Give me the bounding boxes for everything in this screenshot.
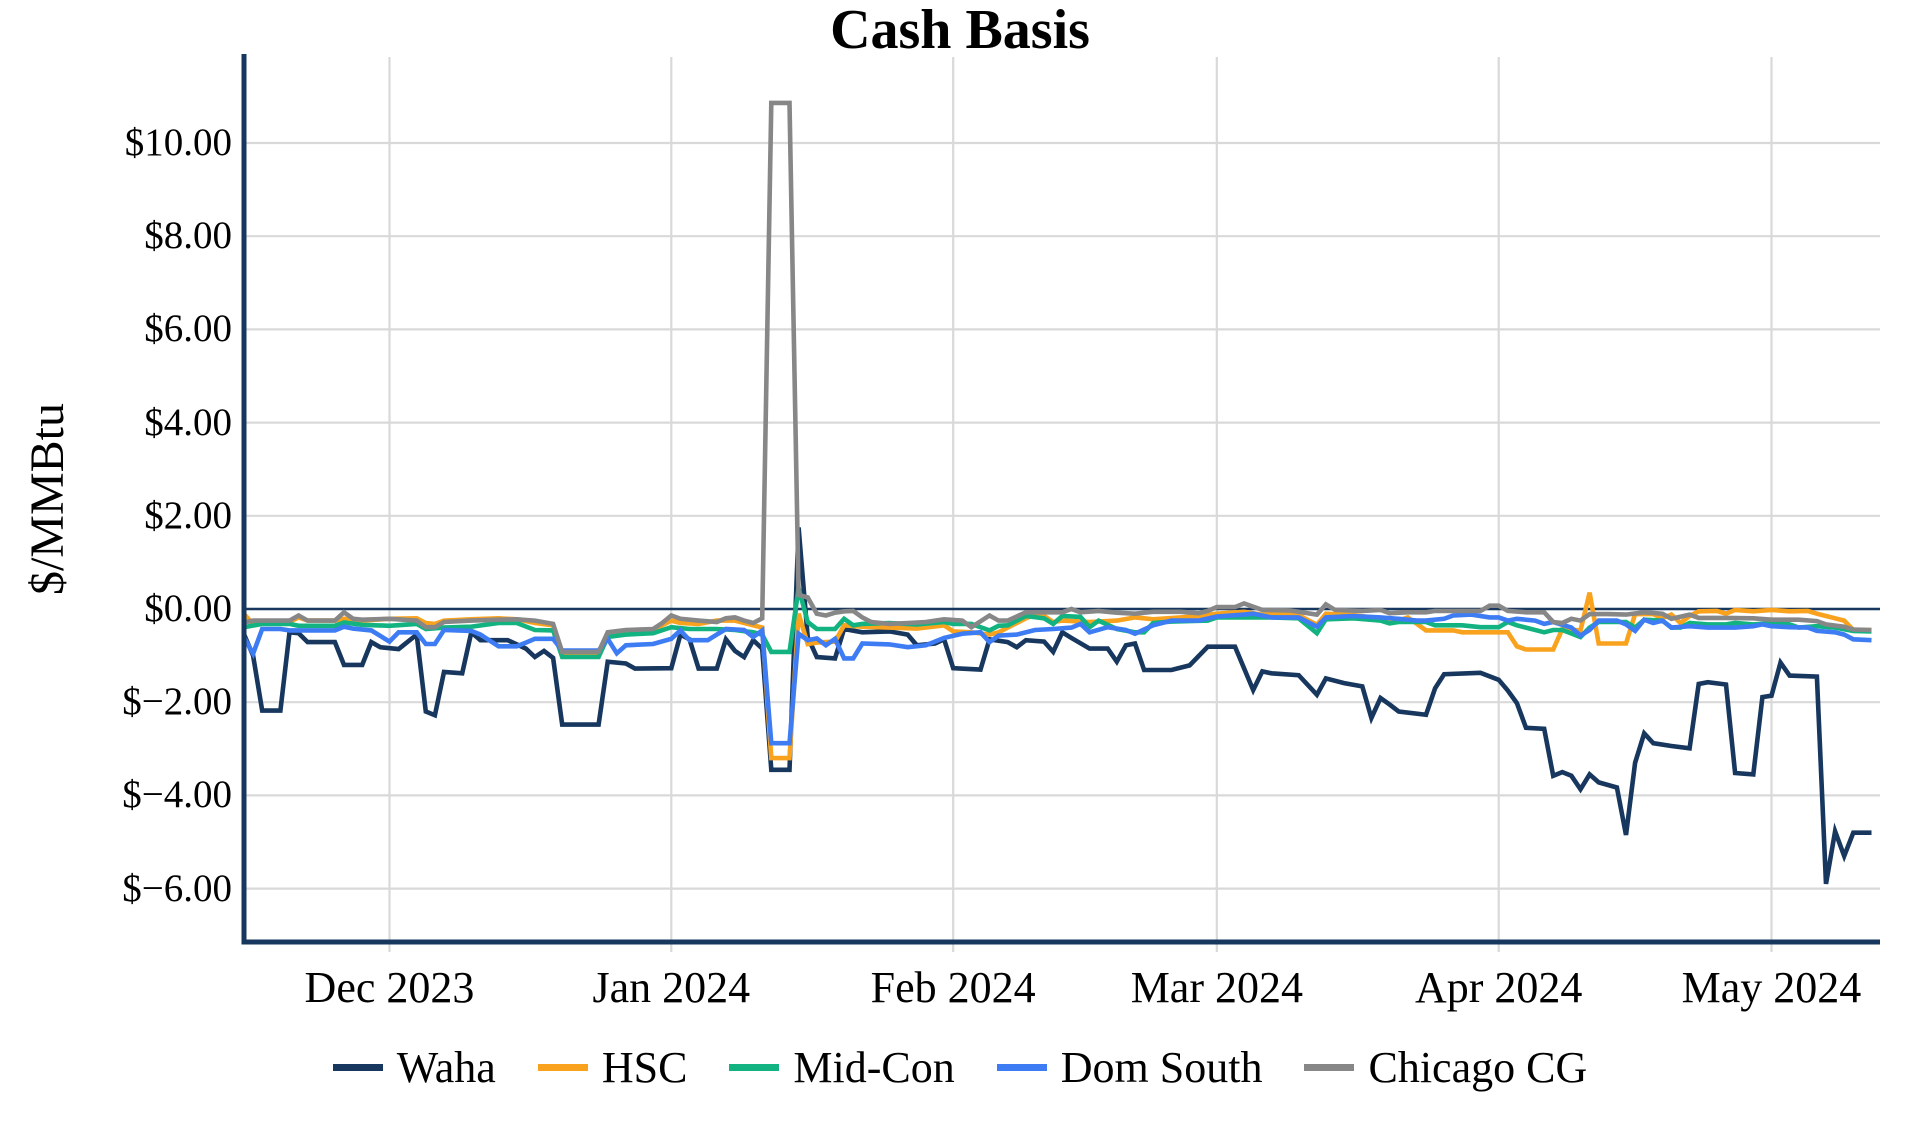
legend-swatch-dom-south xyxy=(996,1064,1047,1071)
legend-item-chicago-cg: Chicago CG xyxy=(1304,1042,1587,1093)
legend-item-dom-south: Dom South xyxy=(996,1042,1263,1093)
legend-item-waha: Waha xyxy=(332,1042,496,1093)
legend-label-chicago-cg: Chicago CG xyxy=(1368,1043,1588,1092)
legend-swatch-chicago-cg xyxy=(1304,1064,1355,1071)
series-line-dom-south xyxy=(241,611,1872,746)
legend-swatch-mid-con xyxy=(729,1064,780,1071)
legend: Waha HSC Mid-Con Dom South Chicago CG xyxy=(0,1042,1920,1093)
legend-item-hsc: HSC xyxy=(537,1042,688,1093)
legend-label-hsc: HSC xyxy=(601,1043,688,1092)
series-line-chicago-cg xyxy=(243,100,1872,655)
legend-label-waha: Waha xyxy=(396,1043,496,1092)
legend-label-dom-south: Dom South xyxy=(1060,1043,1263,1092)
legend-swatch-hsc xyxy=(537,1064,588,1071)
legend-swatch-waha xyxy=(332,1064,383,1071)
series-line-waha xyxy=(241,527,1872,885)
legend-item-mid-con: Mid-Con xyxy=(729,1042,955,1093)
legend-label-mid-con: Mid-Con xyxy=(793,1043,955,1092)
y-axis-title: $/MMBtu xyxy=(21,402,74,596)
page-title: Cash Basis xyxy=(830,0,1090,61)
